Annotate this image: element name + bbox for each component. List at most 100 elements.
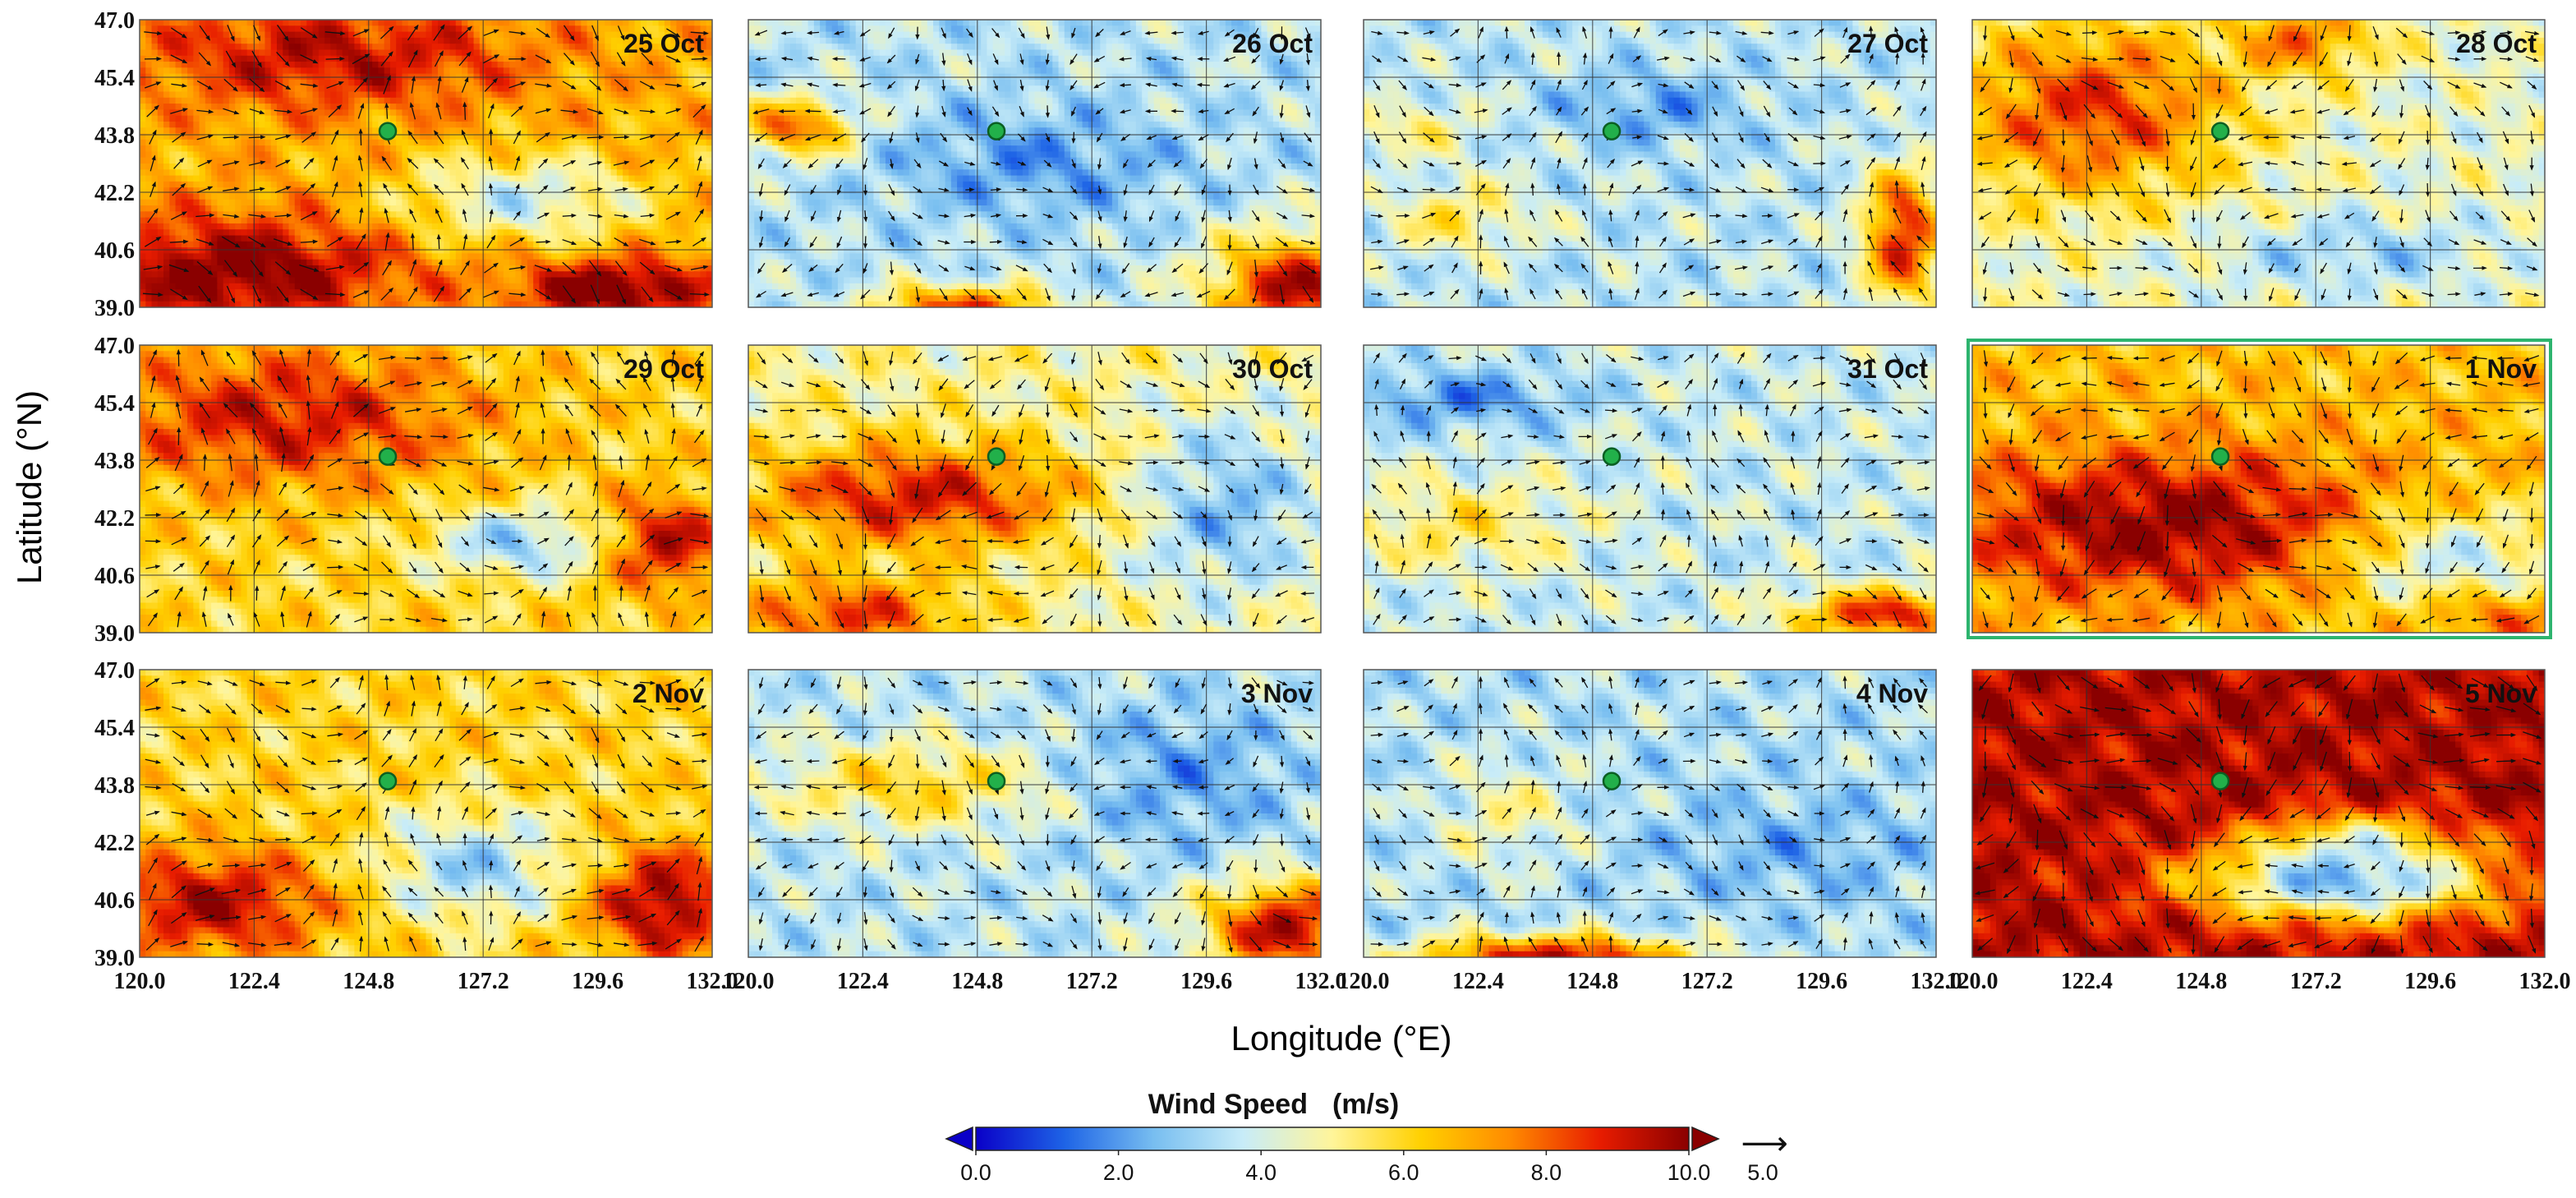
panel-date-label: 25 Oct bbox=[623, 29, 704, 58]
panel-date-label: 28 Oct bbox=[2456, 29, 2537, 58]
gridlines bbox=[140, 670, 712, 957]
colorbar-units: (m/s) bbox=[1332, 1089, 1399, 1120]
gridlines bbox=[140, 345, 712, 633]
reference-vector-label: 5.0 bbox=[1747, 1160, 1778, 1185]
x-tick-label: 122.4 bbox=[228, 969, 280, 994]
wind-speed-field bbox=[140, 670, 712, 957]
colorbar-title: Wind Speed bbox=[1148, 1089, 1308, 1120]
panel-date-label: 5 Nov bbox=[2465, 679, 2537, 708]
panel-frame bbox=[1363, 19, 1937, 308]
station-marker bbox=[987, 122, 1006, 141]
station-marker bbox=[1602, 122, 1622, 141]
panel-date-label: 4 Nov bbox=[1856, 679, 1928, 708]
panel-frame bbox=[748, 669, 1322, 958]
y-tick-label: 42.2 bbox=[94, 181, 135, 206]
x-tick-label: 122.4 bbox=[837, 969, 889, 994]
wind-speed-field bbox=[748, 20, 1321, 307]
x-tick-label: 120.0 bbox=[1338, 969, 1390, 994]
panel-frame bbox=[748, 344, 1322, 634]
wind-vectors bbox=[752, 26, 1318, 305]
x-tick-label: 120.0 bbox=[1947, 969, 1999, 994]
panel-4-nov: 4 Nov 120.0 122.4 124.8 127.2 129.6 132.0 bbox=[1338, 669, 1962, 994]
station-marker bbox=[1602, 447, 1622, 466]
y-axis-label: Latitude (°N) bbox=[10, 390, 48, 584]
x-tick-label: 122.4 bbox=[1452, 969, 1504, 994]
colorbar-min-extension bbox=[945, 1126, 973, 1152]
wind-vectors bbox=[1370, 675, 1928, 952]
panel-grid: 25 Oct 47.0 45.4 43.8 42.2 40.6 39.0 26 Oct 27 O… bbox=[94, 8, 2571, 994]
x-tick-label: 132.0 bbox=[2519, 969, 2571, 994]
y-tick-label: 47.0 bbox=[94, 8, 135, 34]
station-marker bbox=[987, 447, 1006, 466]
colorbar-tick-label: 2.0 bbox=[1103, 1160, 1134, 1185]
wind-speed-field bbox=[140, 345, 712, 633]
panel-date-label: 3 Nov bbox=[1241, 679, 1313, 708]
panel-31-oct: 31 Oct bbox=[1363, 344, 1937, 634]
y-tick-label: 45.4 bbox=[94, 716, 135, 741]
x-tick-label: 124.8 bbox=[951, 969, 1003, 994]
station-marker bbox=[378, 447, 398, 466]
y-tick-label: 39.0 bbox=[94, 946, 135, 971]
x-tick-label: 122.4 bbox=[2061, 969, 2113, 994]
panel-5-nov: 5 Nov 120.0 122.4 124.8 127.2 129.6 132.0 bbox=[1947, 669, 2571, 994]
panel-frame bbox=[139, 344, 713, 634]
wind-vectors bbox=[1371, 352, 1930, 629]
gridlines bbox=[1972, 345, 2545, 633]
station-marker bbox=[378, 122, 398, 141]
y-tick-label: 45.4 bbox=[94, 391, 135, 417]
gridlines bbox=[1364, 20, 1936, 307]
panel-27-oct: 27 Oct bbox=[1363, 19, 1937, 308]
y-tick-label: 43.8 bbox=[94, 449, 135, 474]
panel-frame bbox=[1971, 19, 2546, 308]
station-marker bbox=[2210, 447, 2230, 466]
station-marker bbox=[2210, 122, 2230, 141]
x-tick-label: 120.0 bbox=[114, 969, 166, 994]
y-tick-label: 47.0 bbox=[94, 334, 135, 359]
panel-26-oct: 26 Oct bbox=[748, 19, 1322, 308]
x-tick-label: 124.8 bbox=[343, 969, 394, 994]
colorbar-tick-label: 6.0 bbox=[1388, 1160, 1419, 1185]
y-tick-label: 47.0 bbox=[94, 658, 135, 684]
gridlines bbox=[1972, 670, 2545, 957]
x-tick-label: 129.6 bbox=[1796, 969, 1847, 994]
wind-speed-field bbox=[140, 20, 712, 307]
panel-frame bbox=[1363, 669, 1937, 958]
panel-date-label: 27 Oct bbox=[1847, 29, 1928, 58]
y-tick-label: 39.0 bbox=[94, 296, 135, 321]
x-tick-label: 129.6 bbox=[2404, 969, 2456, 994]
panel-date-label: 2 Nov bbox=[632, 679, 704, 708]
colorbar-tick-label: 8.0 bbox=[1531, 1160, 1562, 1185]
x-tick-label: 120.0 bbox=[723, 969, 775, 994]
x-tick-label: 127.2 bbox=[458, 969, 509, 994]
station-marker bbox=[378, 772, 398, 790]
wind-speed-field bbox=[1364, 20, 1936, 307]
x-tick-label: 132.0 bbox=[1295, 969, 1347, 994]
x-tick-label: 129.6 bbox=[572, 969, 623, 994]
panel-29-oct: 29 Oct 47.0 45.4 43.8 42.2 40.6 39.0 bbox=[94, 334, 713, 647]
panel-frame bbox=[748, 19, 1322, 308]
x-tick-label: 124.8 bbox=[1566, 969, 1618, 994]
wind-speed-field bbox=[1972, 670, 2545, 957]
panel-30-oct: 30 Oct bbox=[748, 344, 1322, 634]
gridlines bbox=[748, 20, 1321, 307]
wind-vectors bbox=[1976, 350, 2541, 629]
station-marker bbox=[1602, 772, 1622, 790]
wind-vectors bbox=[142, 24, 710, 305]
colorbar-gradient bbox=[975, 1127, 1690, 1151]
panel-date-label: 30 Oct bbox=[1232, 354, 1313, 384]
x-tick-label: 129.6 bbox=[1180, 969, 1232, 994]
colorbar: Wind Speed (m/s) 0.0 2.0 4.0 6.0 8.0 10.0 ⟶5.0 bbox=[945, 1089, 1788, 1185]
x-tick-label: 132.0 bbox=[687, 969, 738, 994]
y-tick-label: 42.2 bbox=[94, 831, 135, 856]
y-tick-label: 42.2 bbox=[94, 506, 135, 532]
station-marker bbox=[987, 772, 1006, 790]
wind-vectors bbox=[1369, 25, 1930, 302]
y-tick-label: 39.0 bbox=[94, 621, 135, 647]
panel-28-oct: 28 Oct bbox=[1971, 19, 2546, 308]
panel-frame bbox=[1971, 669, 2546, 958]
x-tick-label: 124.8 bbox=[2175, 969, 2227, 994]
x-axis-label: Longitude (°E) bbox=[1231, 1019, 1452, 1057]
gridlines bbox=[748, 345, 1321, 633]
